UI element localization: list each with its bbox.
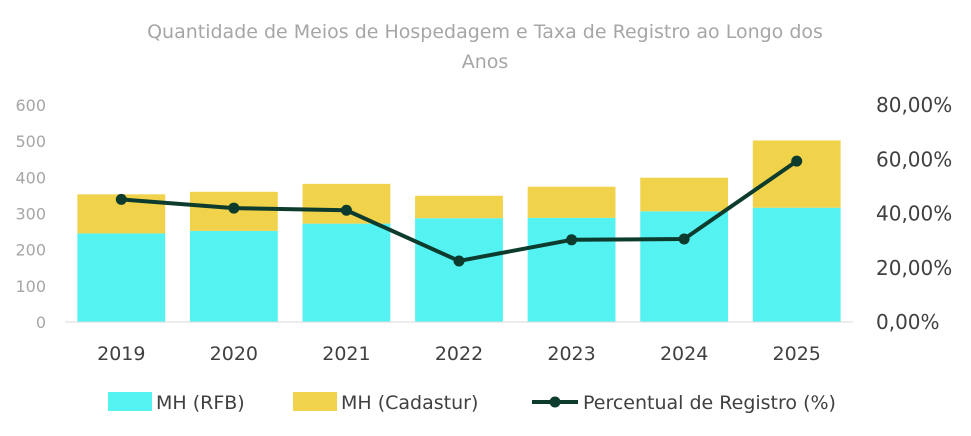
- legend: MH (RFB) MH (Cadastur) Percentual de Reg…: [108, 392, 836, 414]
- y-right-tick-label: 60,00%: [876, 147, 952, 171]
- legend-swatch-rfb: [108, 392, 152, 411]
- y-left-tick-label: 600: [15, 96, 46, 115]
- line-series-group: [115, 155, 803, 267]
- bar-cadastur-2023: [527, 186, 616, 218]
- percentual-point-2022: [453, 255, 465, 267]
- bar-cadastur-2024: [640, 177, 729, 212]
- bar-rfb-2023: [527, 217, 616, 322]
- x-tick-label-2020: 2020: [210, 343, 258, 365]
- x-tick-label-2022: 2022: [435, 343, 483, 365]
- percentual-point-2020: [228, 202, 240, 214]
- percentual-point-2023: [566, 234, 578, 246]
- y-right-ticks: 0,00% 20,00% 40,00% 60,00% 80,00%: [876, 93, 952, 334]
- bar-cadastur-2025: [752, 140, 841, 208]
- y-left-tick-label: 300: [15, 205, 46, 224]
- y-left-tick-label: 500: [15, 132, 46, 151]
- y-left-tick-label: 0: [36, 313, 46, 332]
- percentual-point-2025: [791, 155, 803, 167]
- y-right-tick-label: 20,00%: [876, 256, 952, 280]
- legend-label-cadastur: MH (Cadastur): [341, 392, 478, 414]
- percentual-point-2021: [340, 204, 352, 216]
- x-tick-label-2019: 2019: [97, 343, 145, 365]
- y-left-tick-label: 200: [15, 241, 46, 260]
- legend-swatch-cadastur: [293, 392, 337, 411]
- bar-cadastur-2021: [302, 183, 391, 224]
- x-tick-label-2025: 2025: [773, 343, 821, 365]
- bar-rfb-2020: [189, 230, 278, 322]
- legend-label-percentual: Percentual de Registro (%): [583, 392, 836, 414]
- chart-title-line-2: Anos: [462, 51, 509, 73]
- legend-marker-percentual: [549, 396, 561, 408]
- bar-rfb-2025: [752, 207, 841, 322]
- x-tick-label-2024: 2024: [660, 343, 708, 365]
- y-right-tick-label: 80,00%: [876, 93, 952, 117]
- bar-rfb-2019: [77, 233, 166, 322]
- y-left-tick-label: 100: [15, 277, 46, 296]
- bar-rfb-2022: [415, 218, 503, 322]
- bar-rfb-2024: [640, 211, 729, 322]
- bars-group: [77, 140, 841, 322]
- chart-title-line-1: Quantidade de Meios de Hospedagem e Taxa…: [147, 21, 823, 43]
- bar-rfb-2021: [302, 223, 391, 322]
- bar-cadastur-2022: [415, 195, 503, 219]
- percentual-point-2024: [678, 233, 690, 245]
- y-right-tick-label: 40,00%: [876, 202, 952, 226]
- legend-label-rfb: MH (RFB): [156, 392, 245, 414]
- x-tick-label-2023: 2023: [547, 343, 595, 365]
- y-left-ticks: 0 100 200 300 400 500 600: [15, 96, 46, 332]
- y-right-tick-label: 0,00%: [876, 310, 940, 334]
- x-ticks: 2019 2020 2021 2022 2023 2024 2025: [97, 343, 821, 365]
- y-left-tick-label: 400: [15, 168, 46, 187]
- x-tick-label-2021: 2021: [322, 343, 370, 365]
- percentual-point-2019: [115, 193, 127, 205]
